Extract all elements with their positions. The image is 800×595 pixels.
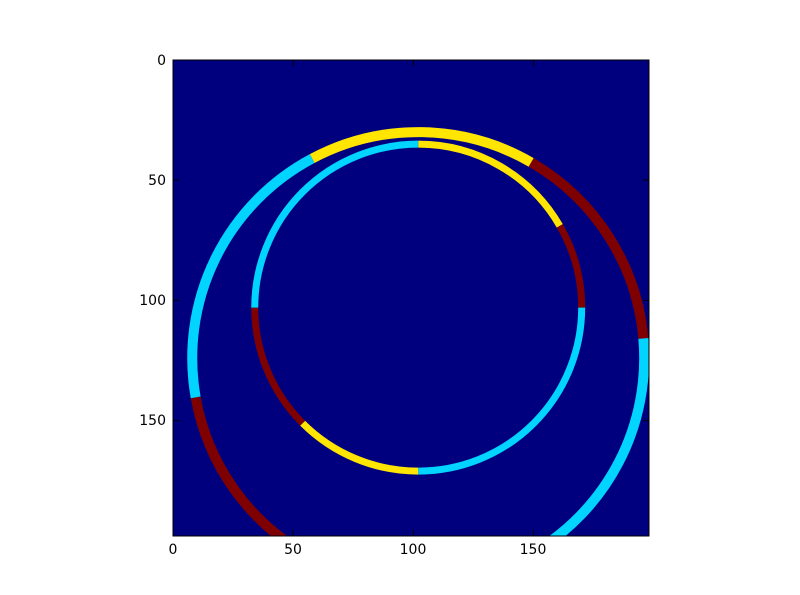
outer-ring-segment-0 xyxy=(309,127,534,167)
x-tick-label-100: 100 xyxy=(400,542,427,558)
outer-ring-segment-4 xyxy=(190,396,288,536)
y-tick-label-50: 50 xyxy=(148,173,166,189)
x-tick-label-150: 150 xyxy=(520,542,547,558)
inner-ring-segment-4 xyxy=(251,307,306,426)
axis-ticks xyxy=(172,59,649,536)
inner-ring-segment-5 xyxy=(251,140,419,308)
x-tick-label-0: 0 xyxy=(169,542,178,558)
outer-ring-segment-1 xyxy=(528,158,649,339)
y-tick-label-150: 150 xyxy=(139,413,166,429)
outer-ring-segment-3 xyxy=(305,554,531,584)
inner-ring-segment-3 xyxy=(300,420,419,475)
outer-ring-segment-2 xyxy=(549,337,649,536)
x-tick-label-50: 50 xyxy=(284,542,302,558)
y-tick-label-0: 0 xyxy=(157,53,166,69)
plot-frame xyxy=(172,59,650,537)
inner-ring-segment-2 xyxy=(418,307,586,475)
ring-layer xyxy=(187,127,649,584)
outer-ring-segment-5 xyxy=(187,154,315,399)
inner-ring-segment-1 xyxy=(556,224,586,308)
y-tick-label-100: 100 xyxy=(139,293,166,309)
inner-ring-segment-0 xyxy=(418,140,563,228)
